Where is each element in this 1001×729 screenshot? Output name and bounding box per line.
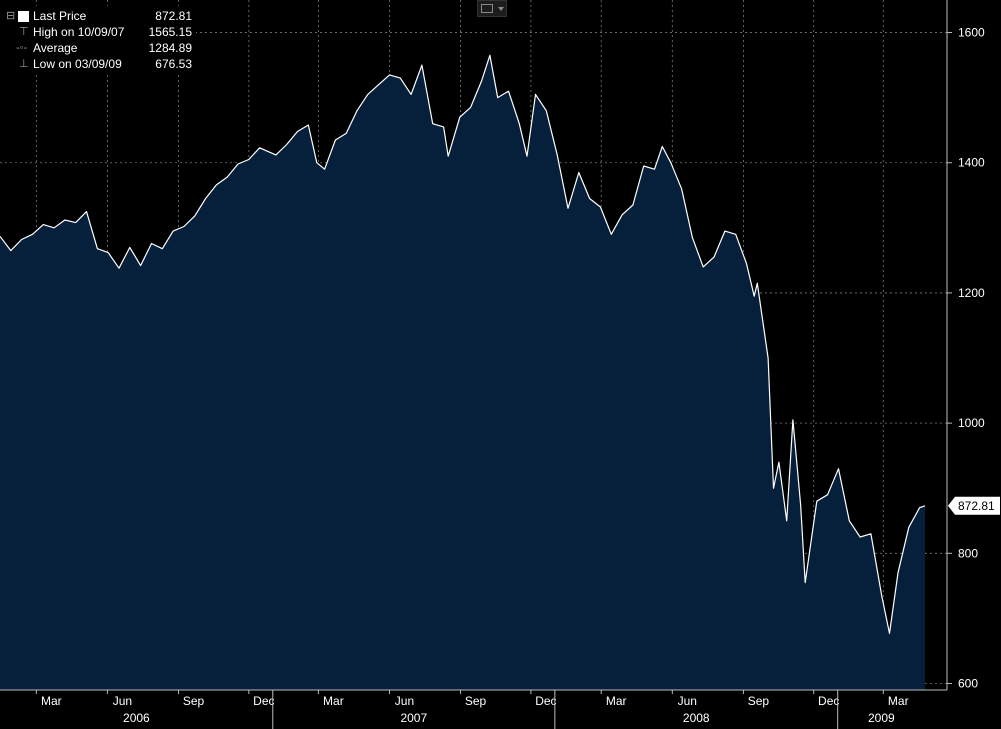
x-tick-label: Dec xyxy=(818,694,839,708)
axes xyxy=(0,0,948,691)
legend-label: Last Price xyxy=(33,9,87,23)
collapse-icon[interactable]: ⊟ xyxy=(6,10,16,22)
y-axis-ticks: 600 800 1000 1200 1400 1600 xyxy=(947,26,985,690)
low-marker-icon: ⊥ xyxy=(19,58,29,70)
x-tick-label: Dec xyxy=(253,694,274,708)
chart-type-button[interactable] xyxy=(477,0,507,17)
last-value-box xyxy=(948,496,1000,515)
x-tick-label: Mar xyxy=(323,694,344,708)
legend-row-high: ⊤ High on 10/09/07 1565.15 xyxy=(0,24,196,40)
last-value-marker: 872.81 xyxy=(948,496,1000,515)
x-tick-label: Jun xyxy=(395,694,414,708)
x-tick-label: Sep xyxy=(465,694,487,708)
y-tick-label: 1000 xyxy=(958,416,985,430)
x-tick-label: Jun xyxy=(678,694,697,708)
x-tick-label: Sep xyxy=(183,694,205,708)
legend-value: 872.81 xyxy=(155,9,192,23)
x-tick-label: Mar xyxy=(606,694,627,708)
y-tick-label: 600 xyxy=(958,676,978,690)
legend-value: 1284.89 xyxy=(148,41,192,55)
year-label: 2007 xyxy=(400,711,427,725)
legend-value: 1565.15 xyxy=(148,25,192,39)
year-label: 2009 xyxy=(868,711,895,725)
legend-value: 676.53 xyxy=(155,57,192,71)
line-chart-icon xyxy=(481,4,493,13)
legend-label: Low on 03/09/09 xyxy=(33,57,122,71)
legend-row-average: -◦- Average 1284.89 xyxy=(0,40,196,56)
y-tick-label: 1400 xyxy=(958,156,985,170)
x-tick-label: Sep xyxy=(748,694,770,708)
legend-label: Average xyxy=(33,41,78,55)
legend-row-low: ⊥ Low on 03/09/09 676.53 xyxy=(0,56,196,72)
price-line xyxy=(0,54,926,634)
legend: ⊟ Last Price 872.81 ⊤ High on 10/09/07 1… xyxy=(0,6,196,73)
chevron-down-icon xyxy=(498,7,504,11)
high-marker-icon: ⊤ xyxy=(19,26,29,38)
price-area xyxy=(0,55,925,691)
year-label: 2006 xyxy=(123,711,150,725)
year-label: 2008 xyxy=(683,711,710,725)
y-tick-label: 1600 xyxy=(958,26,985,40)
y-tick-label: 1200 xyxy=(958,286,985,300)
legend-label: High on 10/09/07 xyxy=(33,25,125,39)
average-marker-icon: -◦- xyxy=(16,42,28,54)
series-swatch xyxy=(18,11,29,22)
x-axis-ticks: Mar Jun Sep Dec Mar Jun Sep Dec Mar Jun Sep Dec Mar 2… xyxy=(35,690,909,729)
x-tick-label: Mar xyxy=(41,694,62,708)
x-tick-label: Dec xyxy=(535,694,556,708)
x-tick-label: Mar xyxy=(888,694,909,708)
y-tick-label: 800 xyxy=(958,546,978,560)
x-tick-label: Jun xyxy=(113,694,132,708)
last-value-label: 872.81 xyxy=(958,499,995,513)
legend-row-last-price: ⊟ Last Price 872.81 xyxy=(0,8,196,24)
